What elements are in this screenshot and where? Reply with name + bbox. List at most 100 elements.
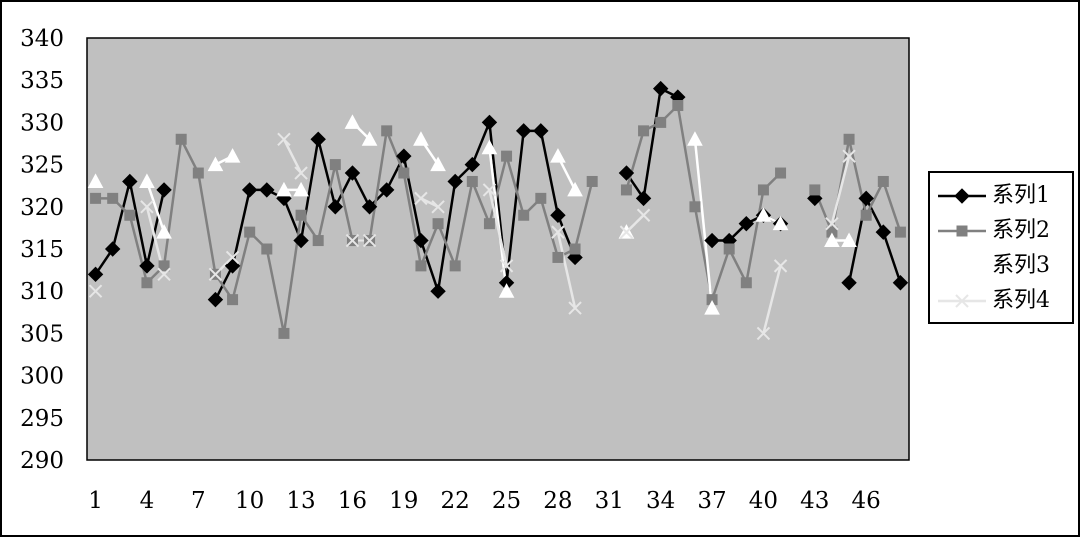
series-4-segment xyxy=(556,231,577,309)
series-2-point xyxy=(483,218,495,230)
series-1-point xyxy=(515,123,532,139)
series-2-point xyxy=(158,260,170,272)
legend-swatch-series-1 xyxy=(938,188,986,204)
series-4-point xyxy=(619,225,634,239)
series-2-point xyxy=(689,201,701,213)
series-3-point xyxy=(87,173,104,188)
y-tick-label: 305 xyxy=(20,321,64,347)
series-1-point xyxy=(293,232,309,249)
series-2-point xyxy=(501,150,513,162)
legend-swatch-series-2 xyxy=(938,225,986,237)
series-1-point xyxy=(396,148,412,164)
series-4-point xyxy=(825,216,839,231)
x-tick-label: 46 xyxy=(852,488,881,514)
series-2-point xyxy=(244,226,256,238)
series-1-point xyxy=(704,232,720,249)
series-4-point xyxy=(88,284,103,298)
series-4-point xyxy=(277,132,291,146)
series-4-point xyxy=(499,259,514,273)
series-2-point xyxy=(894,226,906,238)
series-3-point xyxy=(481,139,498,155)
legend-item-series-1: 系列1 xyxy=(930,179,1076,213)
series-1-point xyxy=(447,173,463,190)
series-2-point xyxy=(877,175,889,187)
series-4-segment xyxy=(830,155,851,224)
series-1-point xyxy=(344,165,361,181)
x-tick-label: 25 xyxy=(492,488,521,514)
series-1-point xyxy=(139,258,155,274)
series-4-point xyxy=(157,267,171,282)
series-4-point xyxy=(842,149,856,163)
series-layer xyxy=(87,80,909,341)
series-3-segment xyxy=(693,139,714,309)
series-1-point xyxy=(327,199,344,215)
series-4-point xyxy=(140,200,154,214)
series-1-point xyxy=(481,114,498,131)
series-2-point xyxy=(535,192,547,204)
series-2-point xyxy=(124,209,136,221)
series-4-point xyxy=(208,267,223,282)
series-1-points xyxy=(87,80,909,308)
legend-label-series-3: 系列3 xyxy=(992,253,1050,278)
series-3-point xyxy=(567,181,583,197)
series-1-point xyxy=(841,275,857,291)
series-2-point xyxy=(261,243,273,255)
series-1-segment xyxy=(625,86,679,202)
series-2-point xyxy=(295,209,307,221)
legend-label-series-4: 系列4 xyxy=(992,288,1050,313)
series-4-segment xyxy=(488,189,508,267)
series-3-point xyxy=(704,300,720,315)
series-1-point xyxy=(207,291,224,308)
series-3-point xyxy=(824,232,840,248)
x-tick-label: 22 xyxy=(441,488,470,514)
series-4-point xyxy=(225,250,240,265)
series-1-segment xyxy=(214,121,577,301)
series-1-point xyxy=(533,123,549,139)
x-tick-label: 31 xyxy=(595,488,624,514)
series-2-point xyxy=(620,184,632,196)
series-2-point xyxy=(638,125,650,137)
x-tick-label: 13 xyxy=(286,488,315,514)
x-tick-label: 1 xyxy=(88,488,103,514)
series-2-point xyxy=(398,167,410,179)
y-tick-label: 320 xyxy=(20,195,64,221)
series-1-point xyxy=(892,275,909,291)
series-3-segment xyxy=(145,181,166,233)
series-4-segment xyxy=(282,138,303,174)
series-4-point xyxy=(482,183,497,197)
series-2-point xyxy=(141,277,153,289)
series-4-point xyxy=(551,225,565,239)
series-4-point xyxy=(756,326,771,341)
series-4-point xyxy=(773,259,788,273)
series-2-point xyxy=(672,100,684,112)
series-1-point xyxy=(430,283,446,299)
series-2-point xyxy=(723,243,735,255)
series-2-point xyxy=(381,125,393,137)
series-1-point xyxy=(618,165,635,181)
series-1-point xyxy=(361,199,378,215)
y-tick-label: 300 xyxy=(20,364,64,390)
series-2-point xyxy=(329,159,341,171)
x-tick-label: 7 xyxy=(191,488,206,514)
series-2-segment xyxy=(95,126,594,334)
y-tick-label: 340 xyxy=(20,26,64,52)
legend-item-series-3: 系列3 xyxy=(930,249,1076,283)
x-tick-label: 16 xyxy=(338,488,367,514)
series-1-point xyxy=(259,182,275,198)
x-tick-label: 4 xyxy=(140,488,155,514)
legend: 系列1 系列2 系列3 系列4 xyxy=(928,171,1074,324)
legend-swatch-series-3 xyxy=(938,257,986,273)
series-2-point xyxy=(843,133,855,145)
series-2-point xyxy=(466,175,478,187)
series-4-point xyxy=(414,191,428,206)
series-2-segment xyxy=(813,139,902,237)
series-1-point xyxy=(413,232,429,249)
series-3-point xyxy=(550,148,566,163)
y-tick-label: 315 xyxy=(20,237,64,263)
series-2-point xyxy=(860,209,872,221)
series-1-point xyxy=(156,182,172,198)
series-4-point xyxy=(431,200,445,214)
series-3-point xyxy=(687,131,703,146)
series-4-point xyxy=(636,208,651,222)
